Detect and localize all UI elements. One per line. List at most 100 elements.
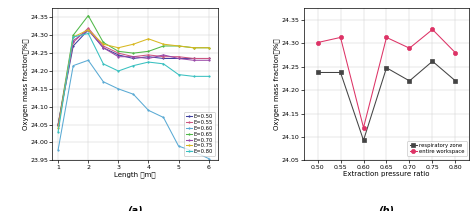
E=0.70	[176, 57, 182, 60]
E=0.65	[100, 41, 106, 44]
entire workspace	[453, 51, 458, 54]
E=0.75	[161, 43, 166, 45]
E=0.70	[70, 39, 76, 42]
E=0.50	[206, 57, 211, 60]
respiratory zone	[407, 80, 412, 82]
E=0.50	[100, 46, 106, 49]
E=0.50	[85, 29, 91, 31]
E=0.65	[191, 46, 196, 49]
E=0.70	[206, 59, 211, 62]
E=0.65	[70, 34, 76, 37]
E=0.50	[146, 55, 151, 58]
E=0.70	[116, 55, 121, 58]
Line: E=0.80: E=0.80	[57, 33, 210, 133]
respiratory zone	[315, 71, 320, 74]
E=0.75	[85, 29, 91, 31]
E=0.55	[191, 57, 196, 60]
E=0.75	[206, 46, 211, 49]
E=0.80	[85, 32, 91, 35]
entire workspace	[407, 47, 412, 49]
Legend: E=0.50, E=0.55, E=0.60, E=0.65, E=0.70, E=0.75, E=0.80: E=0.50, E=0.55, E=0.60, E=0.65, E=0.70, …	[183, 112, 215, 156]
Text: (a): (a)	[127, 206, 143, 211]
E=0.65	[176, 45, 182, 47]
E=0.50	[70, 45, 76, 47]
E=0.55	[176, 55, 182, 58]
Line: E=0.55: E=0.55	[57, 27, 210, 126]
E=0.50	[161, 57, 166, 60]
E=0.55	[206, 57, 211, 60]
E=0.70	[130, 55, 136, 58]
Y-axis label: Oxygen mass fraction（%）: Oxygen mass fraction（%）	[22, 39, 29, 130]
Legend: respiratory zone, entire workspace: respiratory zone, entire workspace	[407, 141, 466, 156]
E=0.80	[206, 75, 211, 78]
E=0.70	[85, 29, 91, 31]
E=0.75	[130, 43, 136, 45]
E=0.75	[191, 46, 196, 49]
E=0.80	[191, 75, 196, 78]
Line: E=0.75: E=0.75	[57, 29, 210, 129]
E=0.55	[100, 45, 106, 47]
Line: E=0.65: E=0.65	[57, 15, 210, 126]
E=0.55	[130, 55, 136, 58]
E=0.80	[70, 36, 76, 38]
E=0.65	[130, 52, 136, 54]
E=0.50	[116, 54, 121, 56]
E=0.55	[70, 41, 76, 44]
E=0.65	[116, 50, 121, 53]
E=0.65	[206, 46, 211, 49]
X-axis label: Extraction pressure ratio: Extraction pressure ratio	[343, 171, 430, 177]
E=0.55	[116, 52, 121, 54]
E=0.50	[176, 57, 182, 60]
Line: entire workspace: entire workspace	[315, 27, 457, 130]
entire workspace	[337, 36, 343, 39]
E=0.60	[70, 64, 76, 67]
entire workspace	[315, 41, 320, 44]
E=0.60	[176, 145, 182, 147]
E=0.50	[130, 57, 136, 60]
E=0.65	[55, 123, 61, 126]
respiratory zone	[429, 60, 435, 62]
Line: E=0.70: E=0.70	[57, 29, 210, 126]
Y-axis label: Oxygen mass fraction（%）: Oxygen mass fraction（%）	[273, 39, 280, 130]
E=0.55	[146, 54, 151, 56]
entire workspace	[429, 28, 435, 31]
E=0.70	[161, 54, 166, 56]
E=0.70	[191, 59, 196, 62]
E=0.70	[55, 123, 61, 126]
Text: (b): (b)	[379, 206, 394, 211]
E=0.60	[116, 88, 121, 90]
E=0.80	[161, 63, 166, 65]
E=0.75	[100, 43, 106, 45]
E=0.60	[130, 93, 136, 96]
E=0.50	[55, 123, 61, 126]
E=0.60	[206, 157, 211, 160]
E=0.60	[55, 148, 61, 151]
respiratory zone	[361, 139, 366, 142]
E=0.80	[55, 130, 61, 133]
Line: E=0.60: E=0.60	[57, 60, 210, 159]
E=0.80	[130, 64, 136, 67]
respiratory zone	[337, 71, 343, 74]
entire workspace	[361, 126, 366, 129]
E=0.70	[100, 46, 106, 49]
E=0.65	[85, 14, 91, 17]
E=0.75	[176, 45, 182, 47]
E=0.75	[116, 46, 121, 49]
E=0.60	[146, 109, 151, 112]
E=0.80	[176, 73, 182, 76]
E=0.60	[191, 150, 196, 153]
E=0.65	[161, 45, 166, 47]
E=0.60	[161, 116, 166, 119]
E=0.55	[85, 27, 91, 29]
E=0.80	[116, 70, 121, 72]
Line: respiratory zone: respiratory zone	[315, 59, 457, 142]
respiratory zone	[383, 66, 389, 69]
E=0.50	[191, 57, 196, 60]
E=0.80	[100, 63, 106, 65]
E=0.75	[146, 38, 151, 40]
E=0.80	[146, 61, 151, 63]
E=0.75	[55, 127, 61, 130]
respiratory zone	[453, 80, 458, 82]
E=0.55	[161, 55, 166, 58]
E=0.55	[55, 123, 61, 126]
